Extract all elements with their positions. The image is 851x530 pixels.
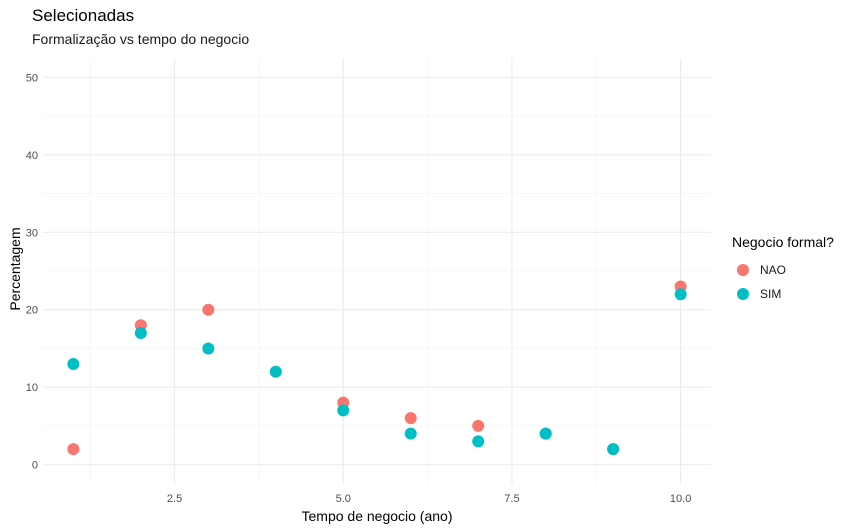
data-point-sim xyxy=(472,435,485,448)
data-point-sim xyxy=(134,326,147,339)
data-point-sim xyxy=(674,288,687,301)
data-point-nao xyxy=(202,303,215,316)
data-point-sim xyxy=(269,365,282,378)
y-axis-label: Percentagem xyxy=(7,227,23,310)
data-point-sim xyxy=(539,427,552,440)
minor-gridlines xyxy=(43,58,711,484)
legend-swatch-nao xyxy=(737,264,749,276)
x-tick-label: 2.5 xyxy=(167,493,182,505)
y-tick-label: 10 xyxy=(26,382,38,394)
data-point-sim xyxy=(607,443,620,456)
legend-item-sim: SIM xyxy=(732,282,834,306)
x-axis-label: Tempo de negocio (ano) xyxy=(302,508,453,524)
tick-labels: 2.5 5.0 7.5 10.0 0 10 20 30 40 50 xyxy=(26,72,692,505)
data-point-sim xyxy=(202,342,215,355)
legend-swatch-sim xyxy=(737,288,749,300)
data-points xyxy=(67,280,687,456)
data-point-sim xyxy=(404,427,417,440)
y-tick-label: 0 xyxy=(32,460,38,472)
data-point-sim xyxy=(67,357,80,370)
y-tick-label: 20 xyxy=(26,305,38,317)
y-tick-label: 40 xyxy=(26,150,38,162)
y-tick-label: 30 xyxy=(26,227,38,239)
data-point-nao xyxy=(67,443,80,456)
x-tick-label: 5.0 xyxy=(336,493,351,505)
y-tick-label: 50 xyxy=(26,72,38,84)
data-point-nao xyxy=(472,419,485,432)
chart-subtitle: Formalização vs tempo do negocio xyxy=(32,31,250,47)
legend-label-sim: SIM xyxy=(760,287,782,301)
major-gridlines xyxy=(43,58,711,484)
x-tick-label: 7.5 xyxy=(504,493,519,505)
data-point-sim xyxy=(337,404,350,417)
chart-title: Selecionadas xyxy=(32,6,135,25)
x-tick-label: 10.0 xyxy=(670,493,691,505)
legend: Negocio formal? NAO SIM xyxy=(732,234,834,306)
data-point-nao xyxy=(404,412,417,425)
legend-label-nao: NAO xyxy=(760,263,787,277)
legend-title: Negocio formal? xyxy=(732,234,834,250)
legend-item-nao: NAO xyxy=(732,258,834,282)
